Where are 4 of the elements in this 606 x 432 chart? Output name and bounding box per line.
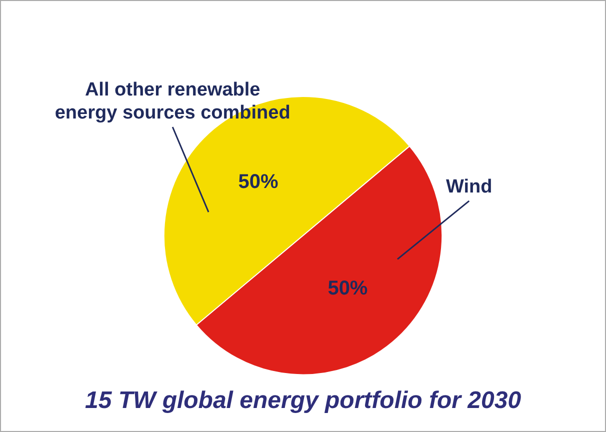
slice-label: Wind [446,176,492,198]
text: 15 TW global energy portfolio for 2030 [84,387,522,414]
data-label: 50% [328,277,368,300]
data-label: 50% [238,170,279,193]
